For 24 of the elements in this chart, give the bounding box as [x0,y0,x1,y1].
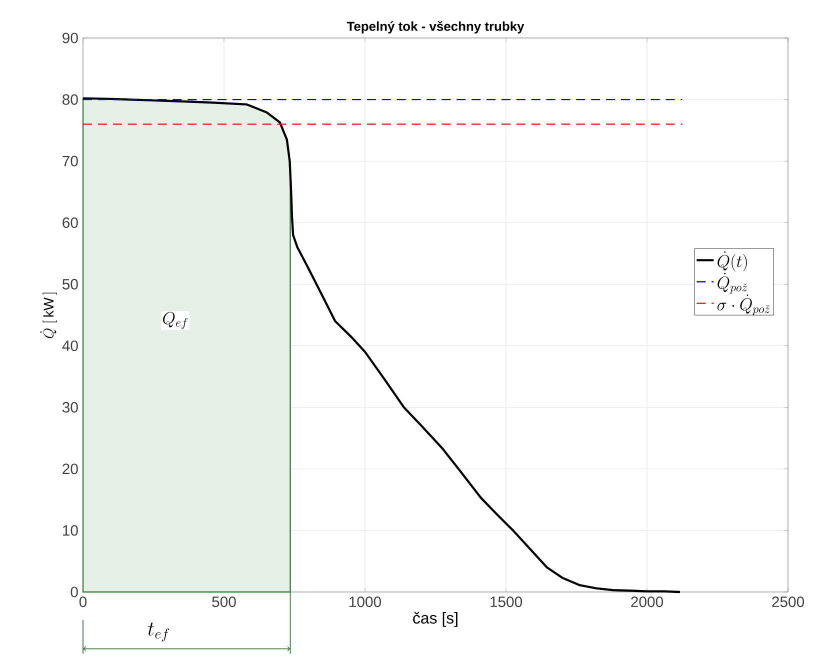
y-axis-title: $\dot{Q}\ [\,\mathrm{kW}\,]$ [40,292,58,338]
y-tick-label: 90 [62,32,78,44]
y-tick-label: 10 [63,525,78,536]
legend-label: $\sigma\cdot\dot{Q}_{po\check{z}}$ [717,294,770,316]
y-tick-label: 0 [70,586,78,598]
legend-label: $\dot{Q}_{po\check{z}}$ [718,272,748,294]
x-tick-label: 0 [79,596,87,608]
x-tick-label: 1500 [490,596,522,608]
annotation: $Q_{ef}$ [163,312,188,329]
y-tick-label: 50 [62,278,78,290]
chart-title: Tepelný tok - všechny trubky [346,21,524,34]
y-tick-label: 30 [62,402,78,413]
legend-label: $\dot{Q}(t)$ [718,251,747,272]
text: $t_{ef}$ [148,622,169,642]
x-tick-label: 2500 [772,596,804,608]
y-tick-label: 70 [62,156,78,166]
y-tick-label: 40 [62,340,78,352]
x-tick-label: 2000 [631,596,664,608]
x-tick-label: 500 [212,596,236,608]
x-axis-title: čas [s] [413,612,458,627]
y-tick-label: 20 [62,464,78,474]
y-tick-label: 80 [62,94,78,105]
y-tick-label: 60 [62,217,78,228]
x-tick-label: 1000 [350,596,382,608]
